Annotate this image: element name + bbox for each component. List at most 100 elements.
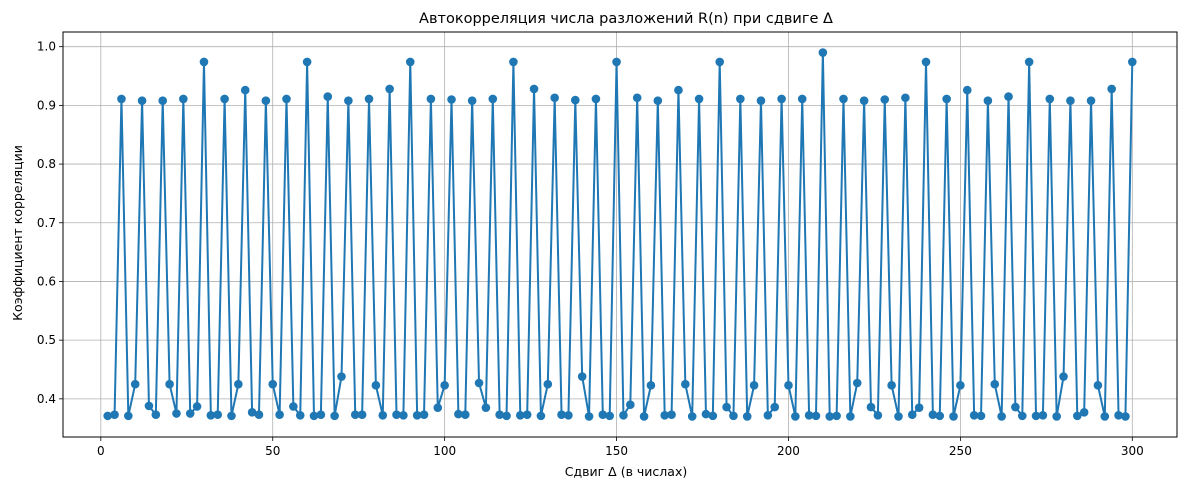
data-point [846, 412, 855, 421]
data-point [240, 85, 250, 95]
data-point [949, 412, 958, 421]
data-point [935, 411, 945, 421]
data-point [268, 379, 278, 389]
data-point [378, 410, 388, 420]
data-point [275, 410, 284, 420]
data-point [729, 411, 738, 421]
data-point [646, 381, 656, 390]
data-point [577, 372, 587, 381]
data-point [179, 94, 188, 104]
axis-ticks: 0 50 100 150 200 250 300 0.4 0.5 0.6 0.7 0.8 0.9 1.0 [37, 40, 1144, 458]
data-point [454, 409, 463, 419]
y-tick-label: 1.0 [37, 40, 56, 54]
data-point [295, 410, 305, 420]
data-point [811, 411, 821, 421]
data-point [495, 410, 504, 420]
data-point [206, 410, 216, 420]
data-point [1128, 57, 1137, 67]
data-point [859, 96, 869, 105]
data-point [302, 57, 312, 67]
data-point [619, 410, 628, 420]
data-point [1052, 412, 1061, 421]
data-point [914, 403, 924, 412]
data-point [289, 402, 298, 411]
data-point [990, 379, 1000, 389]
data-point [515, 410, 525, 420]
data-point [962, 85, 972, 95]
data-point [234, 379, 243, 389]
data-point [1121, 412, 1130, 421]
data-point [371, 381, 381, 390]
x-axis-label: Сдвиг Δ (в числах) [565, 464, 687, 479]
data-point [151, 410, 161, 420]
data-point [337, 372, 346, 381]
x-tick-label: 200 [777, 444, 800, 458]
data-point [818, 48, 828, 57]
data-point [626, 400, 635, 410]
data-series [103, 48, 1137, 421]
data-point [880, 95, 890, 104]
data-point [440, 381, 449, 390]
data-point [124, 411, 133, 421]
y-tick-label: 0.8 [37, 157, 56, 171]
y-tick-label: 0.4 [37, 392, 56, 406]
data-point [852, 378, 862, 388]
data-point [763, 410, 773, 420]
data-point [1100, 412, 1110, 421]
data-point [708, 411, 718, 421]
data-point [309, 411, 319, 421]
data-point [467, 96, 477, 105]
data-point [887, 381, 896, 390]
data-point [667, 410, 676, 420]
data-point [701, 409, 711, 419]
data-point [832, 411, 841, 421]
data-point [784, 381, 793, 390]
data-point [550, 93, 559, 103]
data-point [172, 409, 181, 418]
y-tick-label: 0.7 [37, 216, 56, 230]
data-point [1107, 84, 1116, 94]
data-point [522, 410, 532, 420]
data-point [227, 411, 236, 421]
data-point [103, 411, 112, 421]
data-point [777, 94, 786, 104]
data-point [247, 408, 257, 417]
data-point [261, 96, 271, 105]
data-point [1059, 372, 1068, 381]
data-point [185, 409, 195, 418]
data-point [749, 381, 759, 390]
data-point [866, 402, 876, 412]
data-point [564, 410, 573, 420]
data-point [392, 410, 401, 420]
data-point [605, 411, 614, 421]
data-point [571, 95, 580, 105]
data-point [536, 411, 546, 421]
data-point [1038, 410, 1048, 420]
data-point [419, 410, 429, 420]
data-point [543, 379, 553, 389]
data-point [557, 410, 566, 420]
data-point [612, 57, 621, 67]
x-tick-label: 50 [265, 444, 280, 458]
data-point [894, 412, 903, 421]
data-point [736, 94, 745, 104]
data-point [901, 93, 910, 103]
data-point [199, 57, 209, 67]
data-point [323, 92, 333, 101]
data-point [791, 412, 800, 421]
data-point [1031, 411, 1041, 421]
data-point [674, 85, 683, 95]
data-point [742, 412, 752, 421]
data-point [1045, 94, 1055, 104]
data-point [1011, 402, 1020, 412]
data-point [1017, 411, 1027, 421]
x-tick-label: 150 [605, 444, 628, 458]
data-point [660, 410, 669, 420]
data-point [770, 402, 780, 412]
chart-title: Автокорреляция числа разложений R(n) при… [419, 11, 833, 27]
data-point [1066, 96, 1075, 105]
x-tick-label: 100 [433, 444, 456, 458]
data-point [316, 410, 326, 420]
data-point [344, 96, 353, 105]
